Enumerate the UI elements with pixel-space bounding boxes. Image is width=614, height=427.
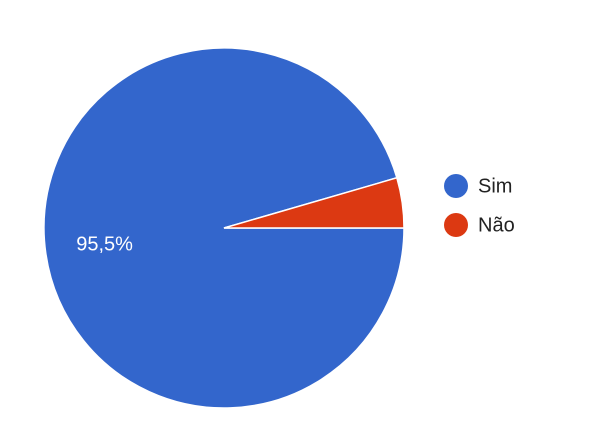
legend-label: Sim (478, 175, 512, 197)
pie-slice (223, 176, 405, 229)
legend-marker (444, 174, 468, 198)
data-label: 95,5% (76, 233, 133, 255)
legend-label: Não (478, 214, 515, 236)
legend-marker (444, 213, 468, 237)
